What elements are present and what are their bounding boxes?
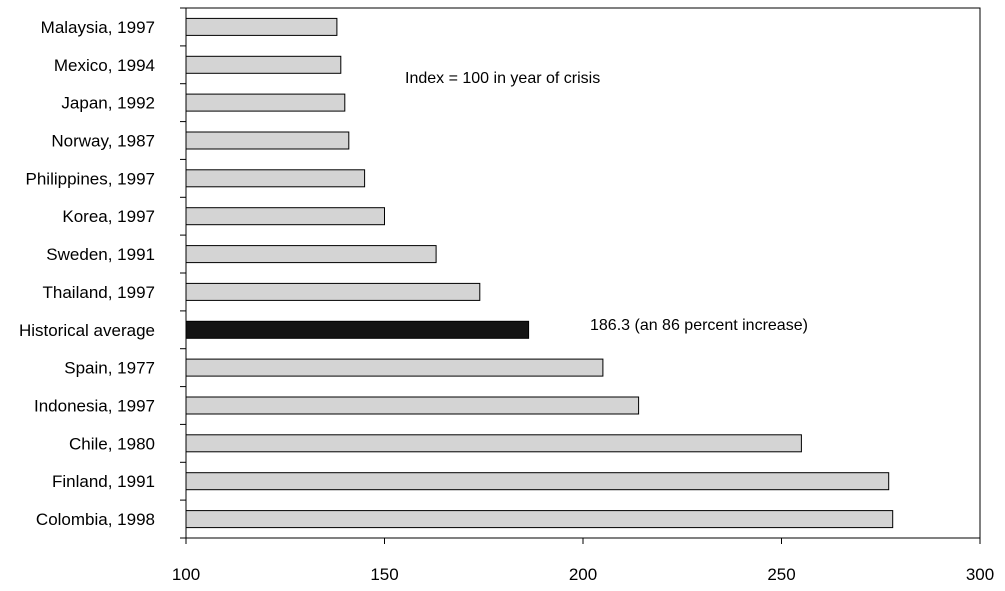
bar-colombia-1998 <box>185 510 894 529</box>
bar-chile-1980 <box>185 434 802 453</box>
average-note: 186.3 (an 86 percent increase) <box>590 317 808 334</box>
x-tick-label-200: 200 <box>569 565 597 584</box>
bar-japan-1992 <box>185 93 346 112</box>
category-label-norway-1987: Norway, 1987 <box>51 132 155 151</box>
y-ticks-group <box>180 7 186 539</box>
bar-mexico-1994 <box>185 55 342 74</box>
x-ticks-group: 100 150 200 250 300 <box>172 538 994 584</box>
index-note: Index = 100 in year of crisis <box>405 70 600 87</box>
category-label-thailand-1997: Thailand, 1997 <box>43 283 155 302</box>
category-label-finland-1991: Finland, 1991 <box>52 472 155 491</box>
bar-malaysia-1997 <box>185 17 338 36</box>
category-label-spain-1977: Spain, 1977 <box>64 359 155 378</box>
category-label-sweden-1991: Sweden, 1991 <box>46 245 155 264</box>
bars-group <box>185 17 894 529</box>
category-label-malaysia-1997: Malaysia, 1997 <box>41 18 155 37</box>
category-labels-group: Malaysia, 1997 Mexico, 1994 Japan, 1992 Nor… <box>19 18 155 529</box>
category-label-indonesia-1997: Indonesia, 1997 <box>34 397 155 416</box>
bar-finland-1991 <box>185 472 890 491</box>
bar-spain-1977 <box>185 358 604 377</box>
category-label-korea-1997: Korea, 1997 <box>62 207 155 226</box>
bar-historical-average <box>185 320 530 339</box>
category-label-philippines-1997: Philippines, 1997 <box>26 169 155 188</box>
category-label-historical-average: Historical average <box>19 321 155 340</box>
bar-philippines-1997 <box>185 169 366 188</box>
category-label-japan-1992: Japan, 1992 <box>61 94 155 113</box>
x-tick-label-250: 250 <box>767 565 795 584</box>
x-tick-label-100: 100 <box>172 565 200 584</box>
bar-norway-1987 <box>185 131 350 150</box>
x-tick-label-300: 300 <box>966 565 994 584</box>
category-label-mexico-1994: Mexico, 1994 <box>54 56 155 75</box>
bar-korea-1997 <box>185 207 385 226</box>
category-label-chile-1980: Chile, 1980 <box>69 434 155 453</box>
x-tick-label-150: 150 <box>370 565 398 584</box>
bar-indonesia-1997 <box>185 396 640 415</box>
bar-thailand-1997 <box>185 282 481 301</box>
plot-area <box>185 7 981 539</box>
category-label-colombia-1998: Colombia, 1998 <box>36 510 155 529</box>
bar-sweden-1991 <box>185 245 437 264</box>
